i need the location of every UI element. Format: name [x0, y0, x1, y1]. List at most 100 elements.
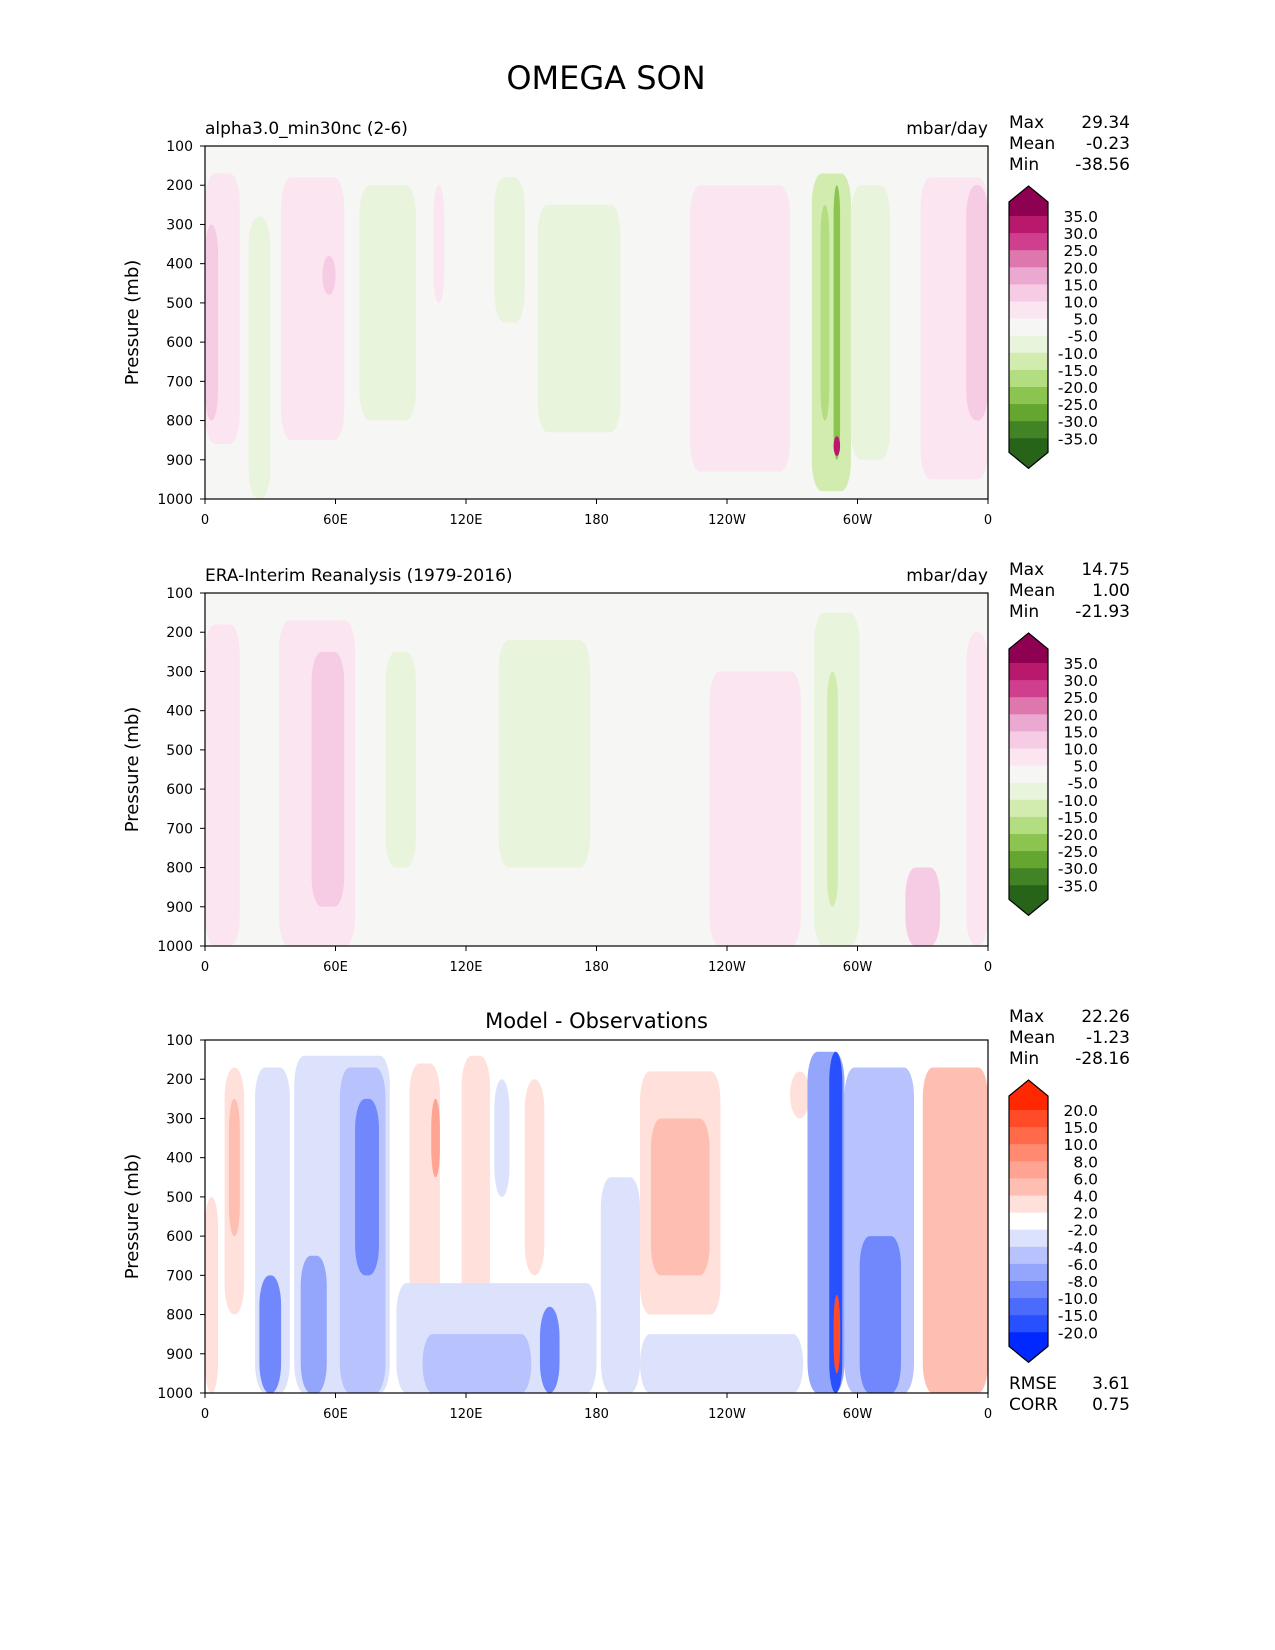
contour-field — [205, 593, 988, 946]
stat-value: 14.75 — [1081, 560, 1130, 580]
contour-region — [935, 1098, 988, 1276]
colorbar-extend-bottom — [1009, 885, 1048, 916]
contour-region — [833, 436, 841, 456]
colorbar-bin — [1009, 1127, 1048, 1145]
colorbar-bin — [1009, 318, 1048, 337]
colorbar-tick-label: -25.0 — [1058, 396, 1098, 414]
contour-region — [859, 1236, 901, 1393]
colorbar-tick-label: 30.0 — [1063, 672, 1098, 690]
x-tick-label: 120W — [708, 960, 746, 975]
y-tick-label: 600 — [166, 782, 193, 798]
colorbar-tick-label: 15.0 — [1063, 723, 1098, 741]
contour-region — [600, 1177, 640, 1393]
colorbar-tick-label: -15.0 — [1058, 809, 1098, 827]
colorbar-tick-label: 35.0 — [1063, 655, 1098, 673]
colorbar-bin — [1009, 301, 1048, 320]
contour-region — [259, 1275, 282, 1393]
stat-value: 3.61 — [1092, 1374, 1130, 1394]
panel-2: 100 200 300 400 500 600 700 800 900 1000 0 60E 120E 1… — [122, 560, 1130, 975]
y-tick-label: 400 — [166, 704, 193, 720]
contour-region — [640, 1334, 804, 1393]
units-label: mbar/day — [906, 566, 988, 586]
y-tick-label: 200 — [166, 178, 193, 194]
contour-region — [833, 1294, 841, 1374]
colorbar-extend-bottom — [1009, 1332, 1048, 1363]
colorbar-bin — [1009, 1212, 1048, 1231]
contour-region — [650, 1118, 710, 1276]
colorbar-tick-label: -8.0 — [1068, 1273, 1098, 1291]
units-label: mbar/day — [906, 119, 988, 139]
x-tick-label: 120E — [449, 960, 482, 975]
colorbar-bin — [1009, 1110, 1048, 1128]
contour-region — [537, 204, 621, 433]
y-tick-label: 100 — [166, 1033, 193, 1049]
stat-value: -0.23 — [1086, 134, 1130, 154]
colorbar-bin — [1009, 834, 1048, 852]
colorbar-bin — [1009, 1178, 1048, 1196]
colorbar-tick-label: -35.0 — [1058, 877, 1098, 895]
colorbar-tick-label: 2.0 — [1073, 1205, 1098, 1223]
contour-region — [690, 185, 791, 472]
colorbar-tick-label: -20.0 — [1058, 826, 1098, 844]
colorbar-tick-label: -5.0 — [1068, 775, 1098, 793]
x-tick-label: 180 — [584, 960, 609, 975]
colorbar-tick-label: -2.0 — [1068, 1222, 1098, 1240]
colorbar-tick-label: 35.0 — [1063, 208, 1098, 226]
x-tick-label: 180 — [584, 1407, 609, 1422]
x-tick-label: 60E — [323, 513, 348, 528]
colorbar-extend-bottom — [1009, 438, 1048, 469]
stat-value: -21.93 — [1075, 602, 1130, 622]
colorbar-tick-label: 10.0 — [1063, 741, 1098, 759]
colorbar-bin — [1009, 782, 1048, 801]
x-tick-label: 120W — [708, 513, 746, 528]
y-tick-label: 200 — [166, 1072, 193, 1088]
stat-label: Max — [1009, 560, 1044, 580]
contour-region — [300, 1255, 327, 1393]
colorbar-bin — [1009, 1229, 1048, 1248]
contour-region — [966, 632, 988, 946]
colorbar-bin — [1009, 799, 1048, 818]
colorbar-bin — [1009, 216, 1048, 234]
colorbar: 35.030.025.020.015.010.05.0-5.0-10.0-15.… — [1008, 185, 1098, 470]
colorbar-extend-top — [1009, 633, 1048, 663]
y-tick-label: 300 — [166, 217, 193, 233]
colorbar-tick-label: -15.0 — [1058, 1307, 1098, 1325]
x-tick-label: 120W — [708, 1407, 746, 1422]
contour-region — [494, 177, 525, 323]
contour-field — [205, 146, 988, 499]
x-tick-label: 0 — [201, 960, 209, 975]
y-axis-label: Pressure (mb) — [122, 1154, 143, 1280]
colorbar-bin — [1009, 1281, 1048, 1299]
colorbar-tick-label: 15.0 — [1063, 1119, 1098, 1137]
colorbar-tick-label: -30.0 — [1058, 860, 1098, 878]
y-tick-label: 800 — [166, 861, 193, 877]
colorbar: 20.015.010.08.06.04.02.0-2.0-4.0-6.0-8.0… — [1008, 1079, 1098, 1364]
colorbar-bin — [1009, 421, 1048, 439]
colorbar-bin — [1009, 352, 1048, 371]
colorbar-tick-label: 5.0 — [1073, 311, 1098, 329]
y-axis-label: Pressure (mb) — [122, 707, 143, 833]
panel-title-left: alpha3.0_min30nc (2-6) — [205, 119, 408, 139]
stat-label: Mean — [1009, 134, 1055, 154]
colorbar-tick-label: -6.0 — [1068, 1256, 1098, 1274]
y-tick-label: 700 — [166, 374, 193, 390]
panel-title-center: Model - Observations — [485, 1009, 708, 1033]
x-tick-label: 0 — [201, 1407, 209, 1422]
colorbar-extend-top — [1009, 1080, 1048, 1110]
colorbar-bin — [1009, 1144, 1048, 1162]
x-tick-label: 60W — [843, 1407, 873, 1422]
y-tick-label: 500 — [166, 1190, 193, 1206]
contour-region — [385, 651, 416, 868]
colorbar-bin — [1009, 714, 1048, 732]
colorbar-bin — [1009, 731, 1048, 749]
stat-label: Mean — [1009, 1028, 1055, 1048]
colorbar-bin — [1009, 697, 1048, 715]
stat-value: -1.23 — [1086, 1028, 1130, 1048]
stat-value: 29.34 — [1081, 113, 1130, 133]
contour-region — [422, 1334, 532, 1393]
colorbar-bin — [1009, 284, 1048, 302]
colorbar-bin — [1009, 1195, 1048, 1214]
contour-region — [311, 651, 345, 907]
y-tick-label: 400 — [166, 257, 193, 273]
colorbar-bin — [1009, 250, 1048, 268]
